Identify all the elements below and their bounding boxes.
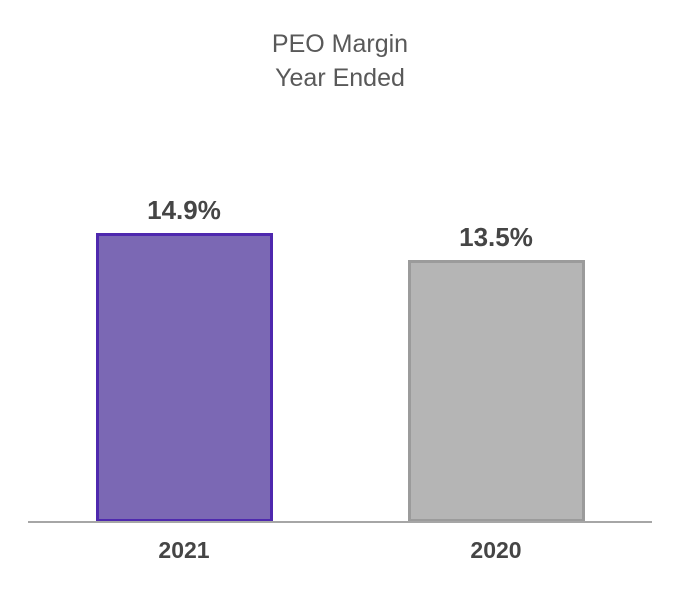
bar-2021: [95, 233, 273, 522]
category-label-2021: 2021: [158, 537, 210, 563]
category-label-2020: 2020: [470, 537, 522, 563]
bar-2020: [407, 260, 585, 522]
x-axis-line: [28, 521, 652, 523]
value-label-2020: 13.5%: [459, 222, 533, 252]
chart-title-line-1: PEO Margin: [271, 30, 409, 58]
chart-title: PEO Margin Year Ended: [0, 27, 680, 95]
value-label-2021: 14.9%: [147, 195, 221, 225]
chart-title-line-2: Year Ended: [275, 64, 405, 92]
